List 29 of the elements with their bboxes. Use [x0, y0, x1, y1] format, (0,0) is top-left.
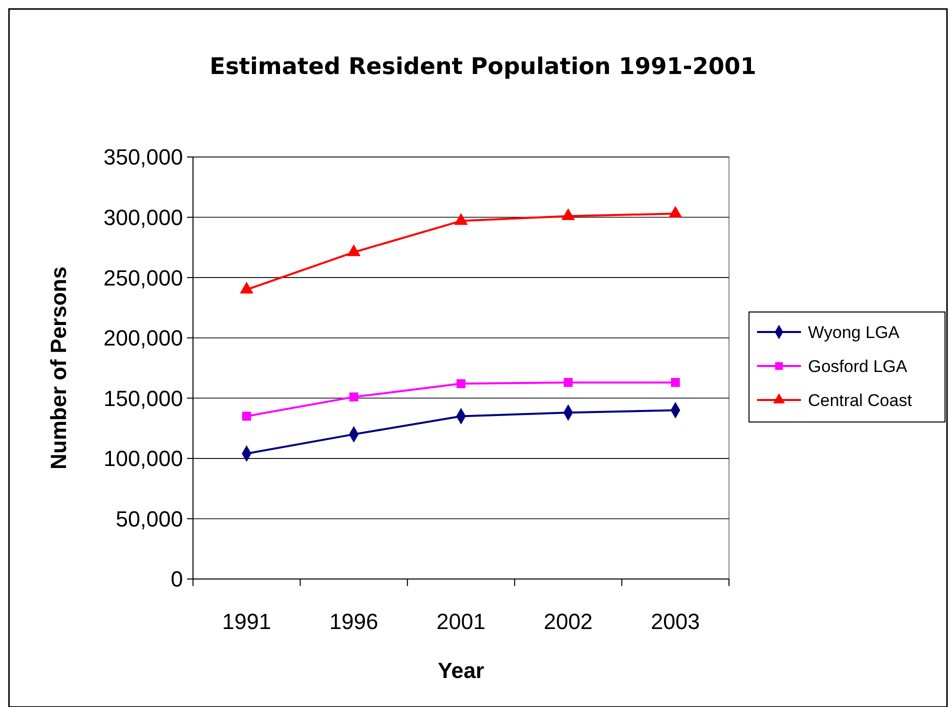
- y-tick-label: 300,000: [103, 204, 183, 230]
- legend-label: Wyong LGA: [808, 322, 900, 342]
- point: [456, 379, 466, 388]
- x-tick-label: 1991: [222, 609, 272, 634]
- x-tick-label: 1996: [329, 609, 378, 634]
- point: [564, 378, 573, 387]
- point: [347, 244, 361, 256]
- chart-title: Estimated Resident Population 1991-2001: [210, 54, 756, 80]
- y-tick-label: 200,000: [103, 326, 183, 351]
- y-axis-title: Number of Persons: [46, 266, 71, 470]
- point: [240, 282, 254, 294]
- point: [349, 392, 358, 402]
- point: [670, 378, 680, 387]
- point: [454, 213, 468, 225]
- x-tick-label: 2002: [544, 609, 593, 634]
- x-tick-label: 2001: [436, 609, 486, 634]
- x-tick-label: 2003: [650, 609, 700, 634]
- y-tick-label: 100,000: [103, 446, 183, 472]
- y-tick-label: 250,000: [103, 265, 183, 290]
- x-axis-title: Year: [438, 658, 485, 683]
- point: [561, 208, 575, 220]
- point: [668, 206, 682, 218]
- legend-label: Central Coast: [808, 390, 912, 410]
- point: [242, 412, 252, 421]
- legend-label: Gosford LGA: [808, 356, 908, 376]
- y-tick-label: 0: [170, 566, 183, 592]
- y-tick-label: 350,000: [103, 144, 183, 170]
- y-tick-label: 150,000: [103, 386, 183, 411]
- y-tick-label: 50,000: [116, 506, 183, 532]
